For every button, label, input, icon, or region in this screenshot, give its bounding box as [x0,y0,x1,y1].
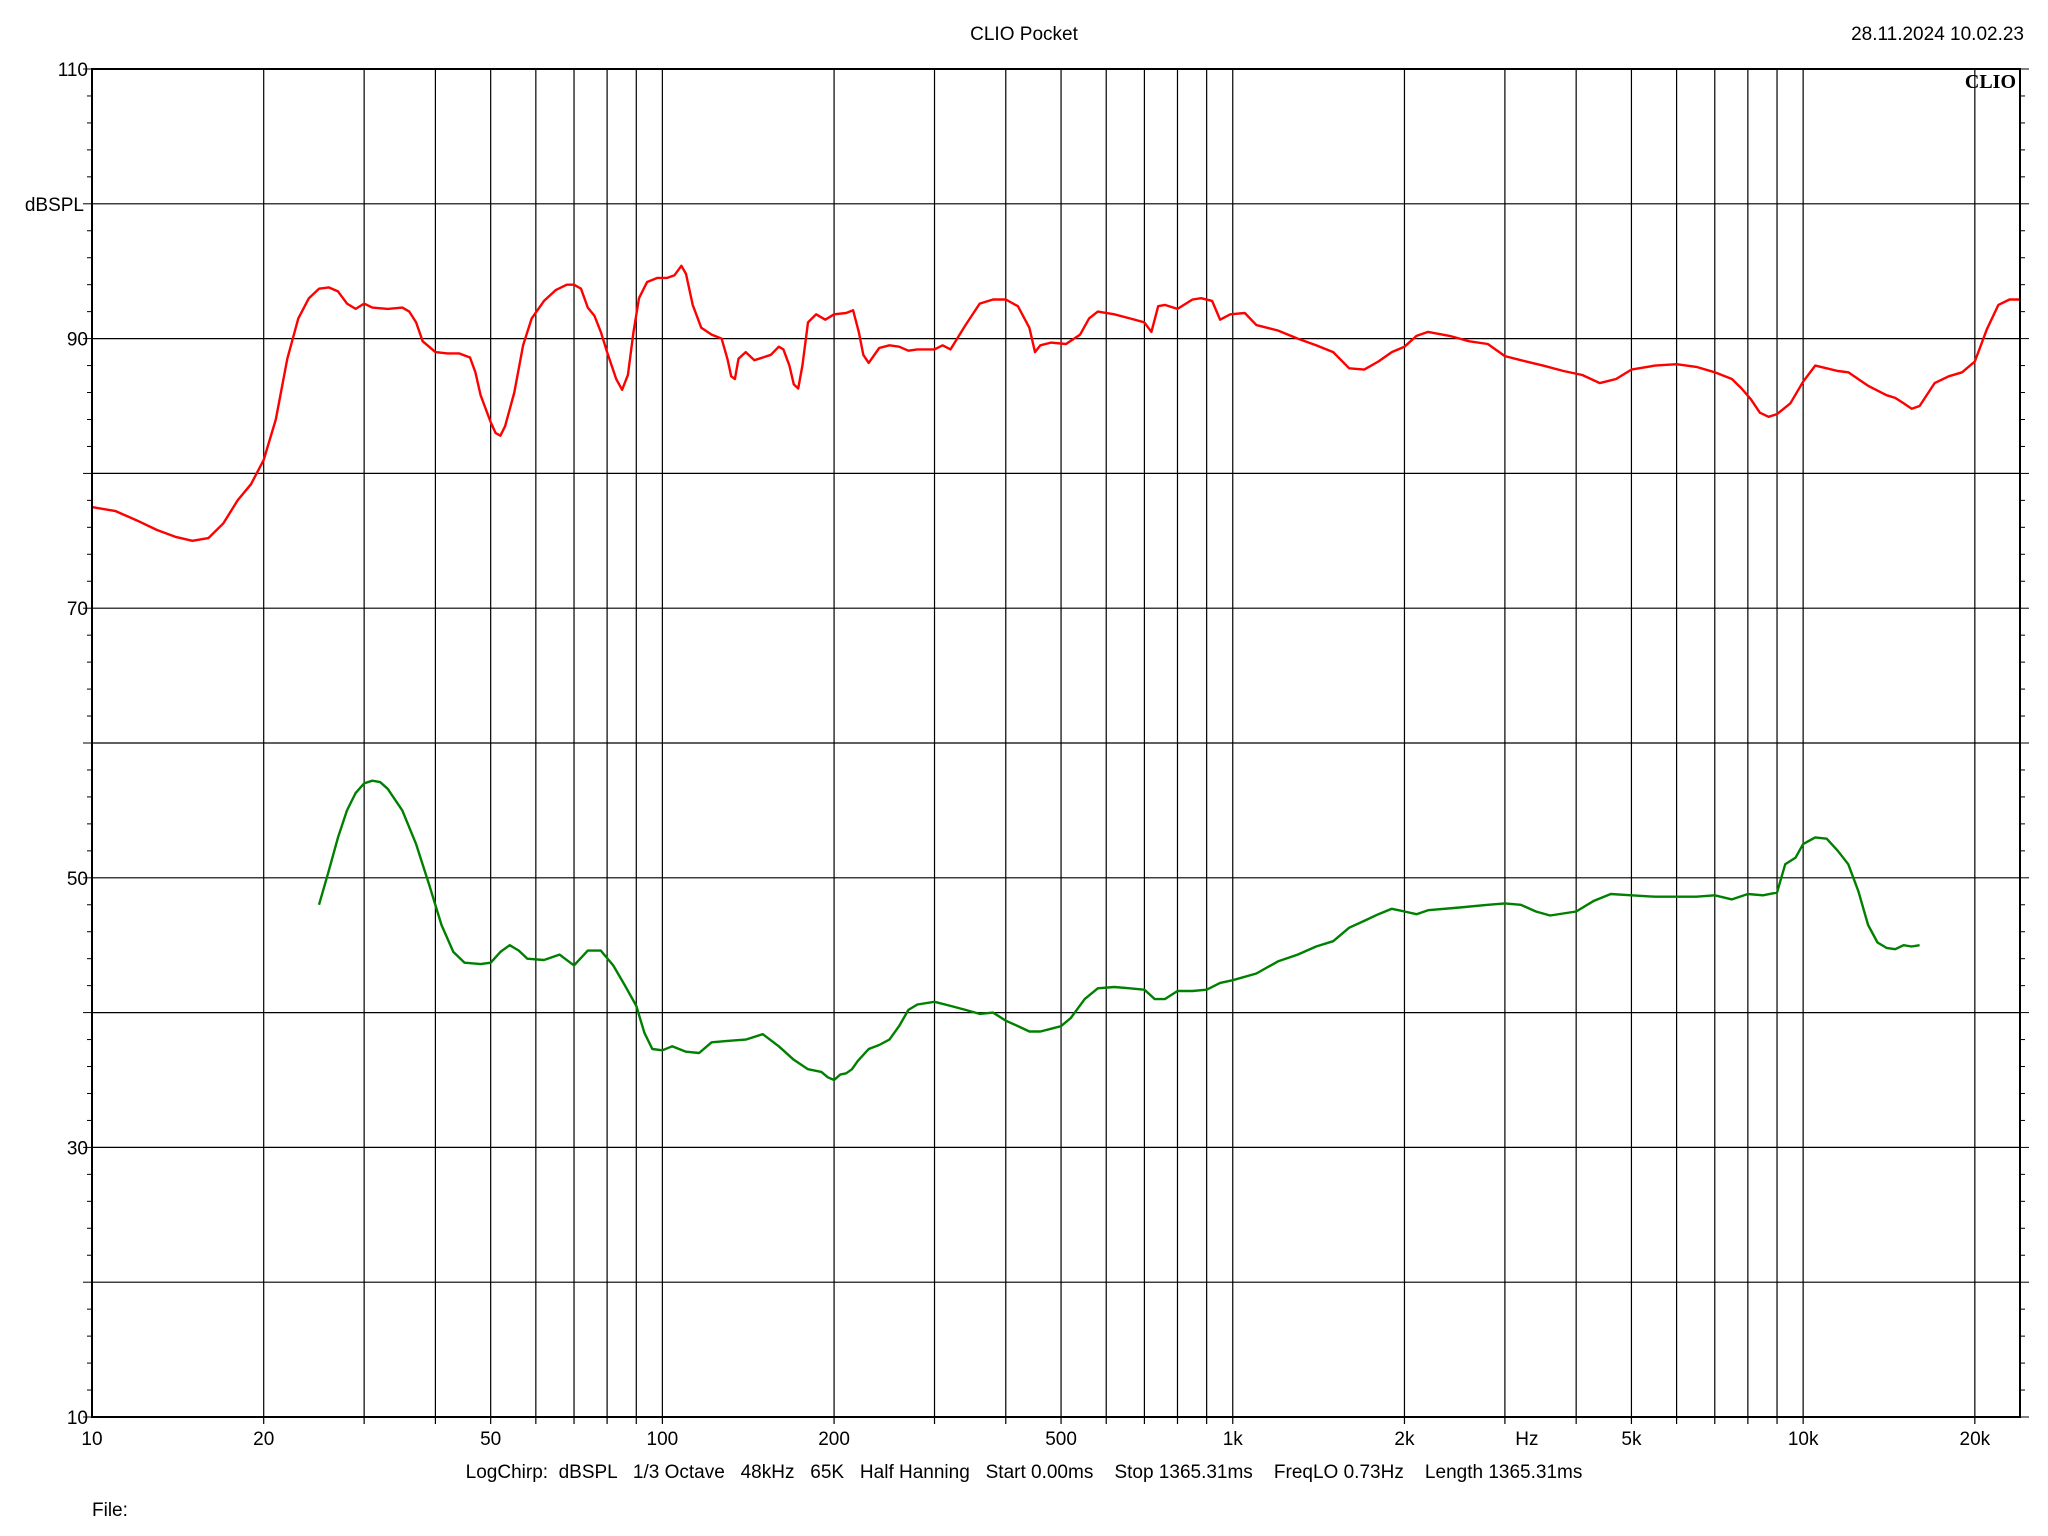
x-tick-label: 2k [1394,1429,1415,1450]
y-tick-label: 70 [67,599,88,620]
x-tick-label: 500 [1045,1429,1077,1450]
y-tick-label: 50 [67,869,88,890]
y-tick-label: 90 [67,330,88,351]
timestamp: 28.11.2024 10.02.23 [1851,24,2024,45]
file-label: File: [92,1500,128,1521]
series-layer [91,264,2020,1082]
brand-logo: CLIO [1965,71,2016,93]
axis-ticks [83,68,2029,1424]
x-tick-label: 20k [1960,1429,1991,1450]
response-curve-green [317,779,1920,1082]
measurement-settings: LogChirp: dBSPL 1/3 Octave 48kHz 65K Hal… [465,1462,1583,1483]
x-tick-label: 200 [818,1429,850,1450]
x-axis-label: Hz [1515,1429,1538,1450]
x-tick-label: 5k [1621,1429,1642,1450]
y-axis-label: dBSPL [25,195,84,216]
x-tick-label: 20 [253,1429,274,1450]
grid-lines [92,69,2020,1417]
x-tick-label: 10 [81,1429,102,1450]
y-tick-label: 30 [67,1138,88,1159]
app-title: CLIO Pocket [970,24,1078,45]
response-curve-red [91,264,2020,542]
x-tick-label: 50 [480,1429,501,1450]
x-tick-label: 100 [647,1429,679,1450]
x-tick-label: 1k [1223,1429,1244,1450]
x-tick-label: 10k [1788,1429,1819,1450]
axis-labels: 10 30 50 70 90 110 10 20 50 100 200 500 1k 2k 5k 10k 20k… [25,60,1991,1450]
y-tick-label: 10 [67,1408,88,1429]
y-tick-label: 110 [58,60,88,81]
